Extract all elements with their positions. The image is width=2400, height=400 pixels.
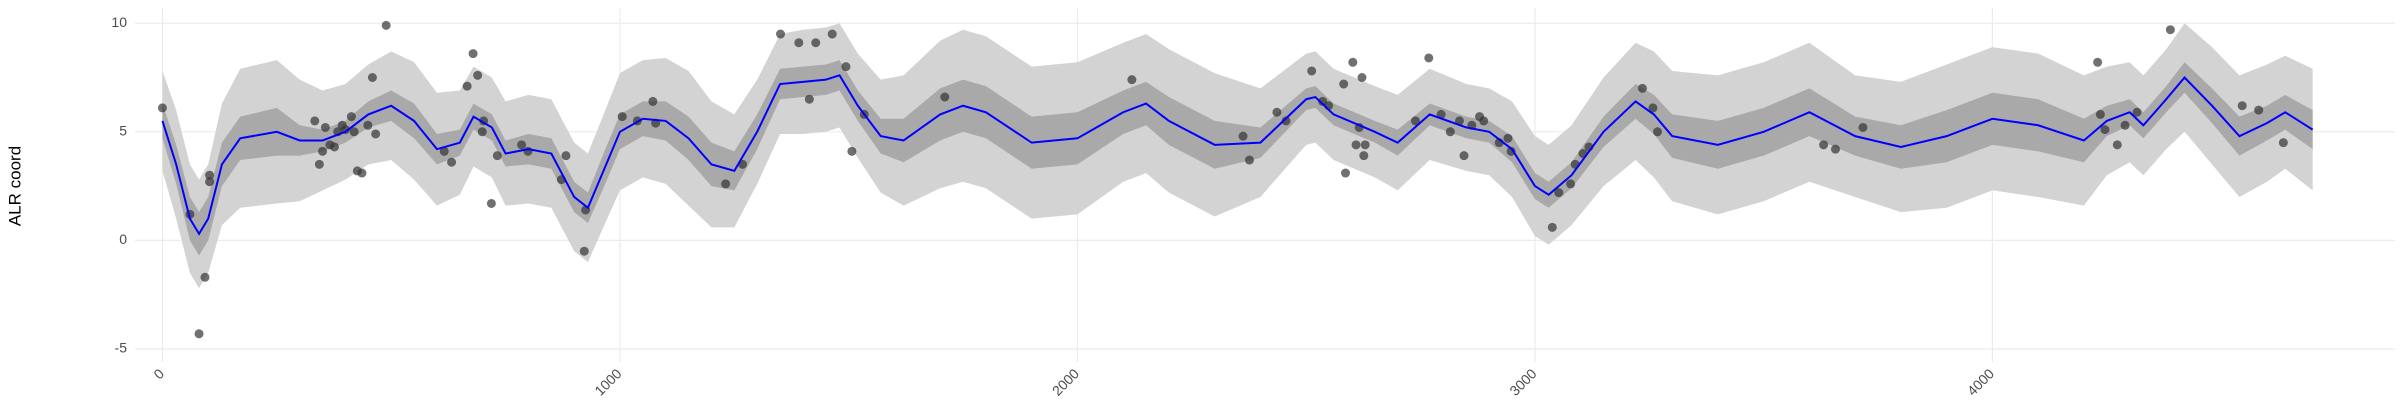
- x-tick-label: 2000: [1049, 365, 1082, 398]
- point: [462, 81, 472, 91]
- point: [367, 72, 377, 82]
- point: [811, 38, 821, 48]
- point: [2093, 57, 2103, 67]
- point: [1339, 79, 1349, 89]
- point: [363, 120, 373, 130]
- point: [1637, 83, 1647, 93]
- point: [157, 103, 167, 113]
- point: [1244, 155, 1254, 165]
- x-tick-label: 1000: [591, 365, 624, 398]
- point: [1351, 140, 1361, 150]
- inner-band: [162, 60, 2313, 256]
- point: [1359, 151, 1369, 161]
- y-tick-label: 0: [119, 231, 127, 247]
- point: [1858, 122, 1868, 132]
- point: [1348, 57, 1358, 67]
- point: [1554, 188, 1564, 198]
- point: [1479, 116, 1489, 126]
- point: [1360, 140, 1370, 150]
- point: [346, 112, 356, 122]
- point: [1566, 179, 1576, 189]
- point: [1648, 103, 1658, 113]
- point: [447, 157, 457, 167]
- point: [477, 127, 487, 137]
- point: [517, 140, 527, 150]
- point: [473, 70, 483, 80]
- point: [523, 146, 533, 156]
- marks: [157, 20, 2314, 339]
- point: [320, 122, 330, 132]
- point: [1819, 140, 1829, 150]
- point: [1281, 116, 1291, 126]
- labels: -5 0 5 10 0 1000 2000 3000 4000: [111, 14, 1997, 399]
- point: [205, 170, 215, 180]
- y-axis-title: ALR coord: [5, 146, 24, 226]
- point: [357, 168, 367, 178]
- point: [1506, 146, 1516, 156]
- point: [1127, 75, 1137, 85]
- point: [617, 112, 627, 122]
- point: [940, 92, 950, 102]
- point: [2254, 105, 2264, 115]
- x-tick-label: 4000: [1964, 365, 1997, 398]
- point: [1547, 222, 1557, 232]
- point: [2237, 101, 2247, 111]
- point: [1238, 131, 1248, 141]
- point: [827, 29, 837, 39]
- bands: [162, 23, 2313, 289]
- point: [794, 38, 804, 48]
- point: [1830, 144, 1840, 154]
- point: [1307, 66, 1317, 76]
- point: [579, 246, 589, 256]
- point: [310, 116, 320, 126]
- point: [1424, 53, 1434, 63]
- point: [721, 179, 731, 189]
- point: [2100, 125, 2110, 135]
- point: [1341, 168, 1351, 178]
- point: [804, 94, 814, 104]
- point: [381, 20, 391, 30]
- point: [468, 49, 478, 59]
- point: [1411, 116, 1421, 126]
- point: [486, 198, 496, 208]
- y-tick-label: -5: [115, 340, 128, 356]
- point: [1445, 127, 1455, 137]
- point: [847, 146, 857, 156]
- point: [318, 146, 328, 156]
- fit-line: [161, 74, 2314, 236]
- point: [492, 151, 502, 161]
- point: [2120, 120, 2130, 130]
- point: [561, 151, 571, 161]
- y-tick-label: 5: [119, 122, 127, 138]
- point: [200, 272, 210, 282]
- point: [648, 96, 658, 106]
- point: [1653, 127, 1663, 137]
- point: [371, 129, 381, 139]
- point: [2132, 107, 2142, 117]
- point: [1272, 107, 1282, 117]
- point: [314, 159, 324, 169]
- point: [349, 127, 359, 137]
- point: [776, 29, 786, 39]
- x-tick-label: 0: [150, 365, 167, 382]
- point: [2278, 138, 2288, 148]
- point: [439, 146, 449, 156]
- point: [205, 177, 215, 187]
- point: [1459, 151, 1469, 161]
- point: [1503, 133, 1513, 143]
- point: [1357, 72, 1367, 82]
- point: [2165, 25, 2175, 35]
- point: [2112, 140, 2122, 150]
- y-tick-label: 10: [111, 14, 127, 30]
- x-tick-label: 3000: [1506, 365, 1539, 398]
- point: [194, 329, 204, 339]
- point: [329, 142, 339, 152]
- point: [841, 62, 851, 72]
- point: [2095, 109, 2105, 119]
